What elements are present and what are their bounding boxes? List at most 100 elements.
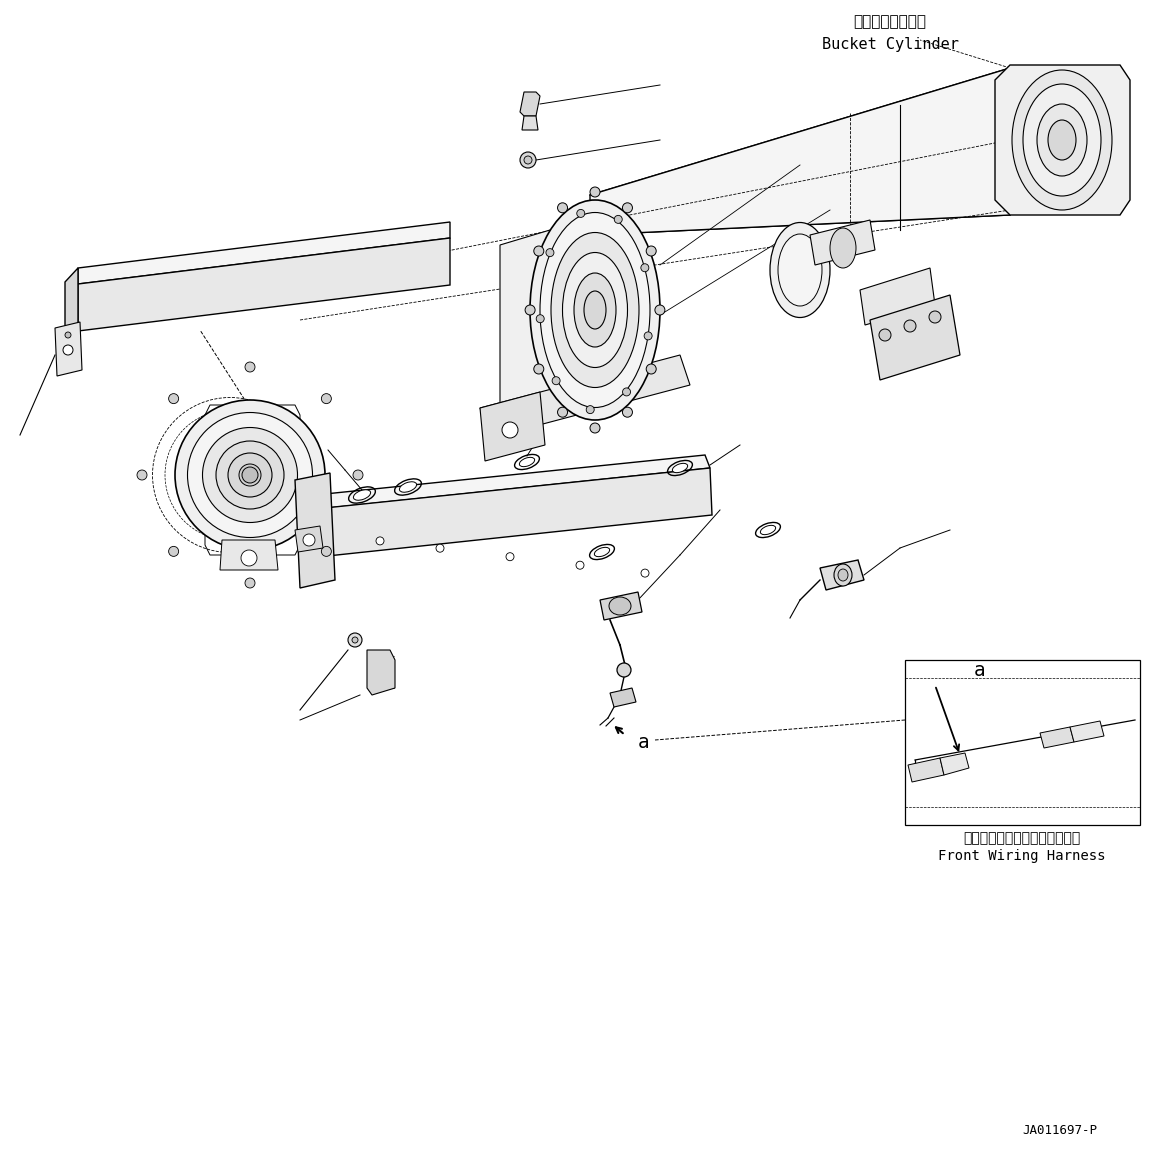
Text: Front Wiring Harness: Front Wiring Harness xyxy=(939,849,1106,863)
Circle shape xyxy=(641,569,649,577)
Polygon shape xyxy=(500,218,590,431)
Circle shape xyxy=(904,321,916,332)
Polygon shape xyxy=(480,392,545,461)
Text: バケットシリンダ: バケットシリンダ xyxy=(854,14,927,29)
Ellipse shape xyxy=(834,564,852,586)
Ellipse shape xyxy=(354,490,371,501)
Polygon shape xyxy=(315,468,712,557)
Circle shape xyxy=(506,552,514,560)
Circle shape xyxy=(245,362,255,372)
Polygon shape xyxy=(859,268,935,325)
Circle shape xyxy=(641,263,649,271)
Polygon shape xyxy=(55,322,83,376)
Polygon shape xyxy=(78,238,450,331)
Ellipse shape xyxy=(187,413,313,537)
Circle shape xyxy=(376,537,384,545)
Polygon shape xyxy=(315,455,709,509)
Ellipse shape xyxy=(551,233,638,387)
Polygon shape xyxy=(809,220,875,264)
Ellipse shape xyxy=(1048,121,1076,160)
Polygon shape xyxy=(295,526,323,552)
Polygon shape xyxy=(65,268,78,345)
Polygon shape xyxy=(820,560,864,590)
Ellipse shape xyxy=(228,453,272,497)
Ellipse shape xyxy=(761,525,776,535)
Circle shape xyxy=(644,332,652,339)
Circle shape xyxy=(321,546,331,557)
Ellipse shape xyxy=(1037,104,1087,176)
Ellipse shape xyxy=(563,253,628,367)
Polygon shape xyxy=(220,541,278,570)
Polygon shape xyxy=(908,758,944,782)
Polygon shape xyxy=(611,688,636,707)
Ellipse shape xyxy=(1012,70,1112,209)
Ellipse shape xyxy=(1023,84,1101,197)
Polygon shape xyxy=(78,222,450,284)
Polygon shape xyxy=(522,116,538,130)
Ellipse shape xyxy=(240,464,261,486)
Circle shape xyxy=(557,407,568,418)
Polygon shape xyxy=(600,592,642,620)
Circle shape xyxy=(929,311,941,323)
Ellipse shape xyxy=(778,234,822,307)
Polygon shape xyxy=(520,92,540,116)
Ellipse shape xyxy=(830,228,856,268)
Circle shape xyxy=(526,305,535,315)
Text: a: a xyxy=(638,732,650,751)
Circle shape xyxy=(321,393,331,404)
Circle shape xyxy=(534,246,544,256)
Ellipse shape xyxy=(520,457,535,467)
Polygon shape xyxy=(590,68,1009,235)
Ellipse shape xyxy=(530,200,659,420)
Circle shape xyxy=(534,364,544,374)
Circle shape xyxy=(618,663,632,677)
Text: a: a xyxy=(975,661,986,680)
Ellipse shape xyxy=(770,222,830,317)
Circle shape xyxy=(647,364,656,374)
Text: JA011697-P: JA011697-P xyxy=(1022,1123,1098,1136)
Polygon shape xyxy=(1070,721,1104,742)
Circle shape xyxy=(552,377,561,385)
Circle shape xyxy=(502,422,518,438)
Ellipse shape xyxy=(399,482,416,493)
Circle shape xyxy=(577,209,585,218)
Circle shape xyxy=(520,152,536,168)
Ellipse shape xyxy=(202,427,298,523)
Circle shape xyxy=(622,407,633,418)
Circle shape xyxy=(354,470,363,480)
Circle shape xyxy=(241,550,257,566)
Circle shape xyxy=(348,633,362,647)
Ellipse shape xyxy=(540,213,650,407)
Circle shape xyxy=(590,424,600,433)
Circle shape xyxy=(436,544,444,552)
Circle shape xyxy=(614,215,622,223)
Ellipse shape xyxy=(216,441,284,509)
Text: フロントワイヤリングハーネス: フロントワイヤリングハーネス xyxy=(963,831,1080,845)
Circle shape xyxy=(590,187,600,197)
Circle shape xyxy=(557,202,568,213)
Polygon shape xyxy=(1040,727,1073,748)
Polygon shape xyxy=(480,355,690,438)
Circle shape xyxy=(65,332,71,338)
Circle shape xyxy=(536,315,544,323)
Polygon shape xyxy=(940,753,969,775)
Ellipse shape xyxy=(174,400,324,550)
Circle shape xyxy=(352,636,358,644)
Circle shape xyxy=(169,546,179,557)
Circle shape xyxy=(622,388,630,395)
Polygon shape xyxy=(870,295,959,380)
Ellipse shape xyxy=(584,291,606,329)
Circle shape xyxy=(879,329,891,340)
Ellipse shape xyxy=(575,273,616,347)
Circle shape xyxy=(245,578,255,589)
Polygon shape xyxy=(368,651,395,695)
Circle shape xyxy=(576,562,584,569)
Circle shape xyxy=(586,406,594,414)
Circle shape xyxy=(304,534,315,546)
Circle shape xyxy=(622,202,633,213)
Circle shape xyxy=(545,249,554,256)
Ellipse shape xyxy=(594,548,609,557)
Circle shape xyxy=(525,156,531,164)
Ellipse shape xyxy=(672,463,687,473)
Polygon shape xyxy=(295,473,335,589)
